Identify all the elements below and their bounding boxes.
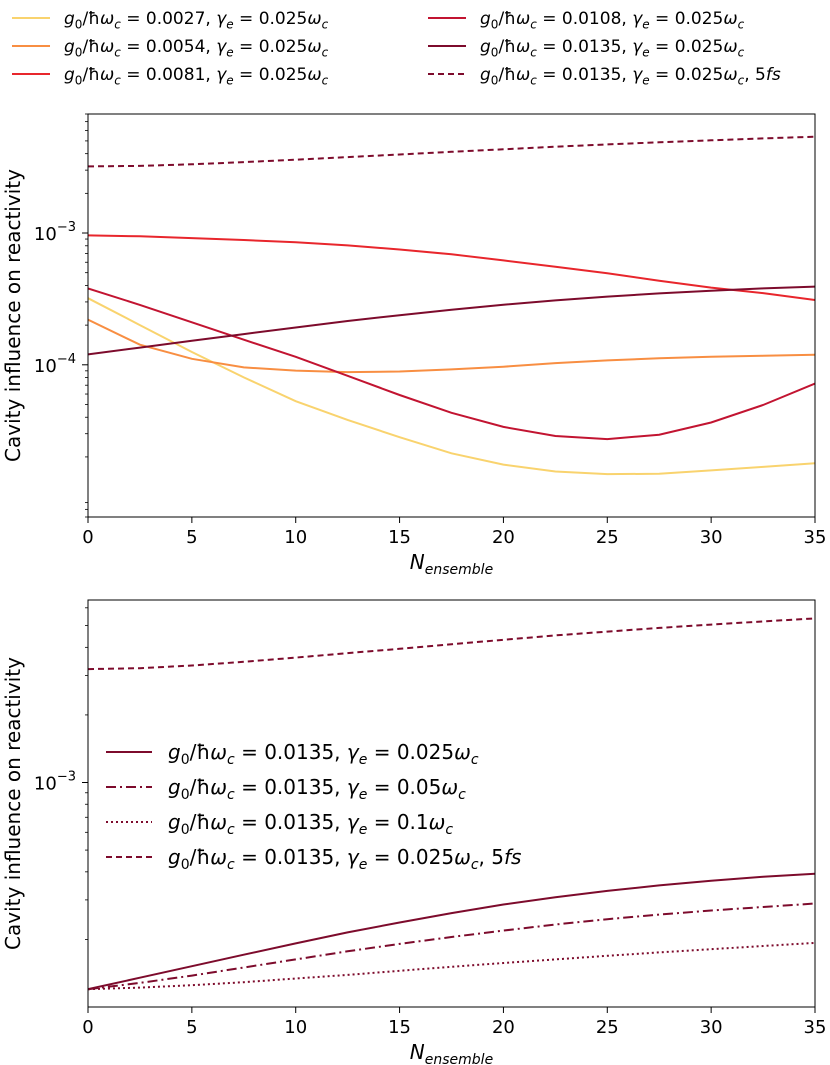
legend-item: g0/ħωc = 0.0108, γe = 0.025ωc	[428, 9, 745, 31]
legend-item: g0/ħωc = 0.0135, γe = 0.025ωc	[106, 740, 479, 768]
x-tick-label: 0	[82, 527, 93, 548]
legend-label: g0/ħωc = 0.0135, γe = 0.025ωc, 5fs	[168, 845, 521, 873]
y-tick-label: 10−3	[34, 220, 76, 245]
legend-label: g0/ħωc = 0.0135, γe = 0.1ωc	[168, 810, 453, 838]
x-tick-label: 20	[492, 527, 515, 548]
x-tick-label: 5	[186, 1017, 197, 1038]
series-line-1	[88, 872, 815, 991]
axes-frame	[87, 599, 816, 1008]
series-line-2	[88, 318, 815, 374]
x-tick-label: 25	[596, 527, 619, 548]
legend-label: g0/ħωc = 0.0108, γe = 0.025ωc	[480, 9, 745, 31]
y-axis-label: Cavity influence on reactivity	[1, 169, 25, 462]
series-line-4	[88, 287, 815, 441]
legend-item: g0/ħωc = 0.0054, γe = 0.025ωc	[12, 37, 329, 59]
top-legend: g0/ħωc = 0.0027, γe = 0.025ωc g0/ħωc = 0.…	[12, 9, 781, 87]
legend-item: g0/ħωc = 0.0135, γe = 0.025ωc, 5fs	[106, 845, 521, 873]
axes-frame	[87, 113, 816, 518]
x-axis-label: Nensemble	[410, 1040, 493, 1065]
legend-item: g0/ħωc = 0.0135, γe = 0.025ωc, 5fs	[428, 65, 781, 87]
legend-item: g0/ħωc = 0.0135, γe = 0.1ωc	[106, 810, 453, 838]
legend-item: g0/ħωc = 0.0027, γe = 0.025ωc	[12, 9, 329, 31]
x-axis-label: Nensemble	[410, 550, 493, 578]
x-tick-label: 5	[186, 527, 197, 548]
legend-item: g0/ħωc = 0.0135, γe = 0.025ωc	[428, 37, 745, 59]
legend-label: g0/ħωc = 0.0027, γe = 0.025ωc	[64, 9, 329, 31]
x-tick-label: 20	[492, 1017, 515, 1038]
series-line-5	[88, 285, 815, 356]
legend-item: g0/ħωc = 0.0081, γe = 0.025ωc	[12, 65, 329, 87]
x-tick-label: 35	[804, 527, 827, 548]
legend-label: g0/ħωc = 0.0081, γe = 0.025ωc	[64, 65, 329, 87]
top-panel: 0 5 10 15 20 25 30 35 10−3 10−4 Nensemble Cavity in…	[1, 113, 827, 578]
bottom-panel: 0 5 10 15 20 25 30 35 10−3 Nensemble Cavity influe…	[1, 599, 827, 1065]
series-line-1	[88, 297, 815, 476]
x-tick-label: 15	[388, 1017, 411, 1038]
series-lines	[88, 617, 815, 991]
y-tick-label: 10−3	[34, 769, 76, 794]
bottom-legend: g0/ħωc = 0.0135, γe = 0.025ωc g0/ħωc = 0.…	[106, 740, 521, 873]
series-line-4	[88, 617, 815, 671]
x-tick-label: 30	[700, 1017, 723, 1038]
x-tick-label: 15	[388, 527, 411, 548]
legend-label: g0/ħωc = 0.0054, γe = 0.025ωc	[64, 37, 329, 59]
series-lines	[88, 135, 815, 476]
x-tick-label: 0	[82, 1017, 93, 1038]
y-axis-label: Cavity influence on reactivity	[1, 657, 25, 950]
legend-label: g0/ħωc = 0.0135, γe = 0.025ωc, 5fs	[480, 65, 781, 87]
x-tick-label: 25	[596, 1017, 619, 1038]
y-tick-label: 10−4	[34, 352, 76, 377]
legend-label: g0/ħωc = 0.0135, γe = 0.025ωc	[168, 740, 479, 768]
x-tick-label: 10	[284, 1017, 307, 1038]
legend-label: g0/ħωc = 0.0135, γe = 0.05ωc	[168, 775, 466, 803]
series-line-3	[88, 234, 815, 301]
legend-item: g0/ħωc = 0.0135, γe = 0.05ωc	[106, 775, 466, 803]
series-line-2	[88, 902, 815, 991]
legend-label: g0/ħωc = 0.0135, γe = 0.025ωc	[480, 37, 745, 59]
series-line-6	[88, 135, 815, 168]
x-tick-label: 30	[700, 527, 723, 548]
x-tick-label: 10	[284, 527, 307, 548]
x-tick-label: 35	[804, 1017, 827, 1038]
series-line-3	[88, 941, 815, 991]
